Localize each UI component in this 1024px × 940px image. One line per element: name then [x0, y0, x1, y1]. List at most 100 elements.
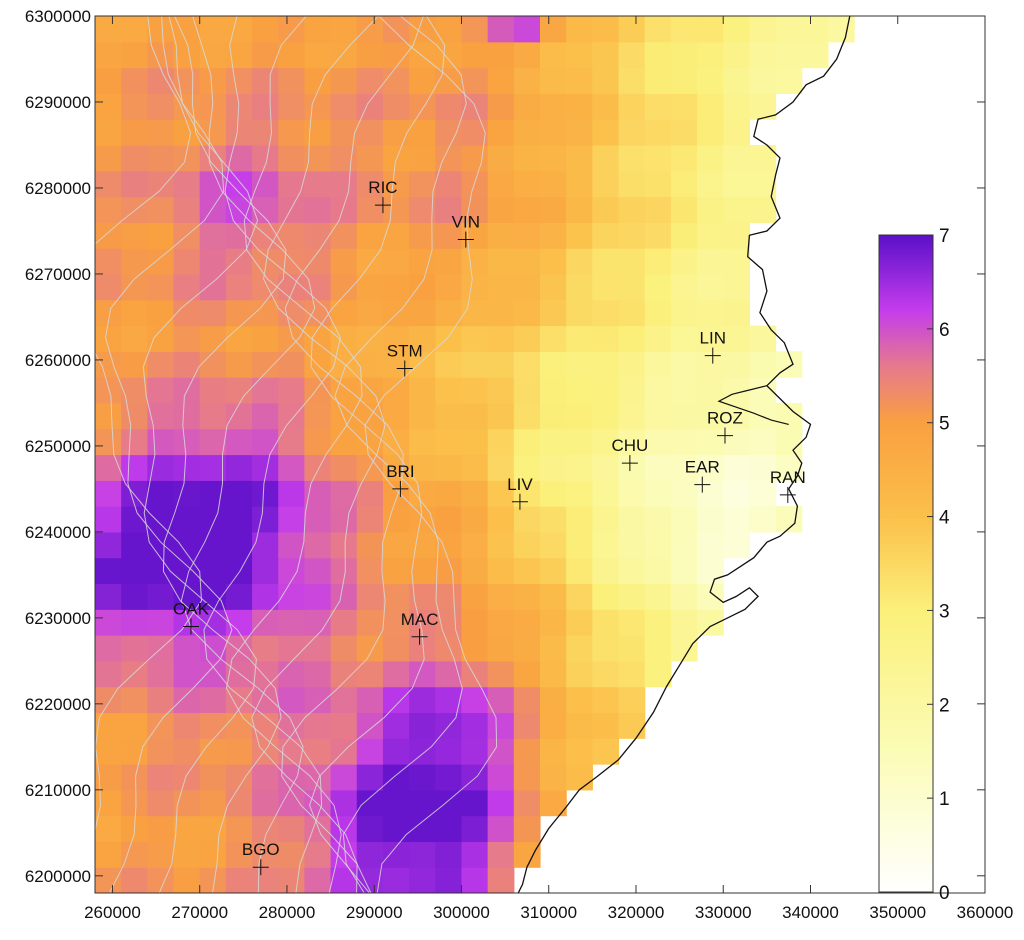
heat-cell — [409, 531, 436, 559]
heat-cell — [330, 867, 358, 893]
heat-cell — [461, 506, 489, 533]
heat-cell — [199, 764, 227, 791]
x-tick-label: 350000 — [869, 903, 926, 922]
heat-cell — [566, 67, 593, 94]
heat-cell — [173, 16, 201, 43]
station-label: MAC — [401, 610, 439, 629]
station-label: RAN — [770, 468, 806, 487]
heat-cell — [487, 712, 515, 739]
station-chu: CHU — [611, 436, 648, 472]
heat-cell — [147, 454, 175, 481]
heat-cell — [121, 170, 148, 198]
x-tick-label: 310000 — [520, 903, 577, 922]
heat-cell — [95, 351, 122, 378]
station-markers: RIC VIN STM LIN ROZ CHU EAR RAN BRI LIV OAK MAC BGO — [173, 178, 806, 876]
heat-cell — [173, 93, 201, 120]
contour-line — [203, 16, 341, 893]
heat-cell — [225, 377, 253, 404]
coastline — [517, 16, 851, 893]
heat-cell — [461, 428, 489, 456]
heat-cell — [382, 93, 410, 120]
heat-cell — [278, 299, 306, 327]
heat-cell — [356, 764, 384, 791]
heat-cell — [487, 660, 515, 688]
heat-cell — [435, 815, 463, 843]
heat-cell — [278, 196, 306, 223]
heat-cell — [409, 480, 436, 507]
heat-cell — [618, 583, 646, 610]
heat-cell — [618, 16, 646, 43]
heat-cell — [252, 506, 279, 533]
heat-cell — [723, 248, 751, 275]
heat-cell — [382, 609, 410, 636]
heat-cell — [225, 867, 253, 893]
heat-cell — [775, 454, 803, 481]
heat-cell — [252, 841, 279, 868]
heat-cell — [95, 531, 122, 559]
heat-cell — [540, 712, 567, 739]
heat-cell — [121, 119, 148, 146]
heat-cell — [670, 583, 698, 610]
heat-cell — [382, 273, 410, 301]
heat-cell — [670, 377, 698, 404]
heat-cell — [513, 764, 541, 791]
heat-cell — [461, 67, 489, 94]
heat-cell — [566, 635, 593, 662]
heat-cell — [304, 93, 332, 120]
x-tick-label: 360000 — [957, 903, 1014, 922]
heat-cell — [330, 506, 358, 533]
heat-cell — [723, 196, 751, 223]
heat-cell — [147, 789, 175, 817]
heat-cell — [278, 841, 306, 868]
heat-cell — [147, 144, 175, 172]
contour-line — [251, 16, 386, 893]
heat-cell — [487, 738, 515, 765]
heat-cell — [461, 41, 489, 69]
heat-cell — [540, 583, 567, 610]
heat-cell — [461, 815, 489, 843]
heat-cell — [252, 170, 279, 198]
heat-cell — [513, 557, 541, 585]
heat-cell — [461, 557, 489, 585]
station-stm: STM — [387, 342, 423, 377]
heat-cell — [330, 170, 358, 198]
heat-cell — [618, 351, 646, 378]
heat-cell — [121, 144, 148, 172]
heat-cell — [304, 454, 332, 481]
heat-cell — [435, 16, 463, 43]
heat-cell — [225, 93, 253, 120]
heat-cell — [121, 764, 148, 791]
heat-cell — [356, 506, 384, 533]
heat-cell — [199, 41, 227, 69]
heat-cell — [252, 480, 279, 507]
heat-cell — [540, 428, 567, 456]
heat-cell — [697, 557, 724, 585]
colorbar: 0 1 2 3 4 5 6 7 — [878, 226, 950, 904]
station-lin: LIN — [700, 329, 726, 364]
heat-cell — [356, 583, 384, 610]
heat-cell — [618, 41, 646, 69]
heat-cell — [173, 635, 201, 662]
heat-cell — [670, 196, 698, 223]
heat-cell — [513, 815, 541, 843]
heat-cell — [147, 402, 175, 430]
heat-cell — [435, 428, 463, 456]
heat-cell — [697, 377, 724, 404]
heat-cell — [566, 377, 593, 404]
heat-cell — [697, 93, 724, 120]
heat-cell — [566, 712, 593, 739]
y-tick-label: 6200000 — [25, 867, 91, 886]
heat-cell — [749, 402, 777, 430]
heat-cell — [225, 738, 253, 765]
heat-cell — [147, 67, 175, 94]
heat-cell — [356, 789, 384, 817]
heat-cell — [330, 41, 358, 69]
heat-cell — [749, 351, 777, 378]
heat-cell — [435, 660, 463, 688]
heat-cell — [670, 428, 698, 456]
heat-cell — [749, 144, 777, 172]
heat-cell — [409, 377, 436, 404]
heat-cell — [382, 325, 410, 352]
heat-cell — [225, 841, 253, 868]
heat-cell — [697, 299, 724, 327]
